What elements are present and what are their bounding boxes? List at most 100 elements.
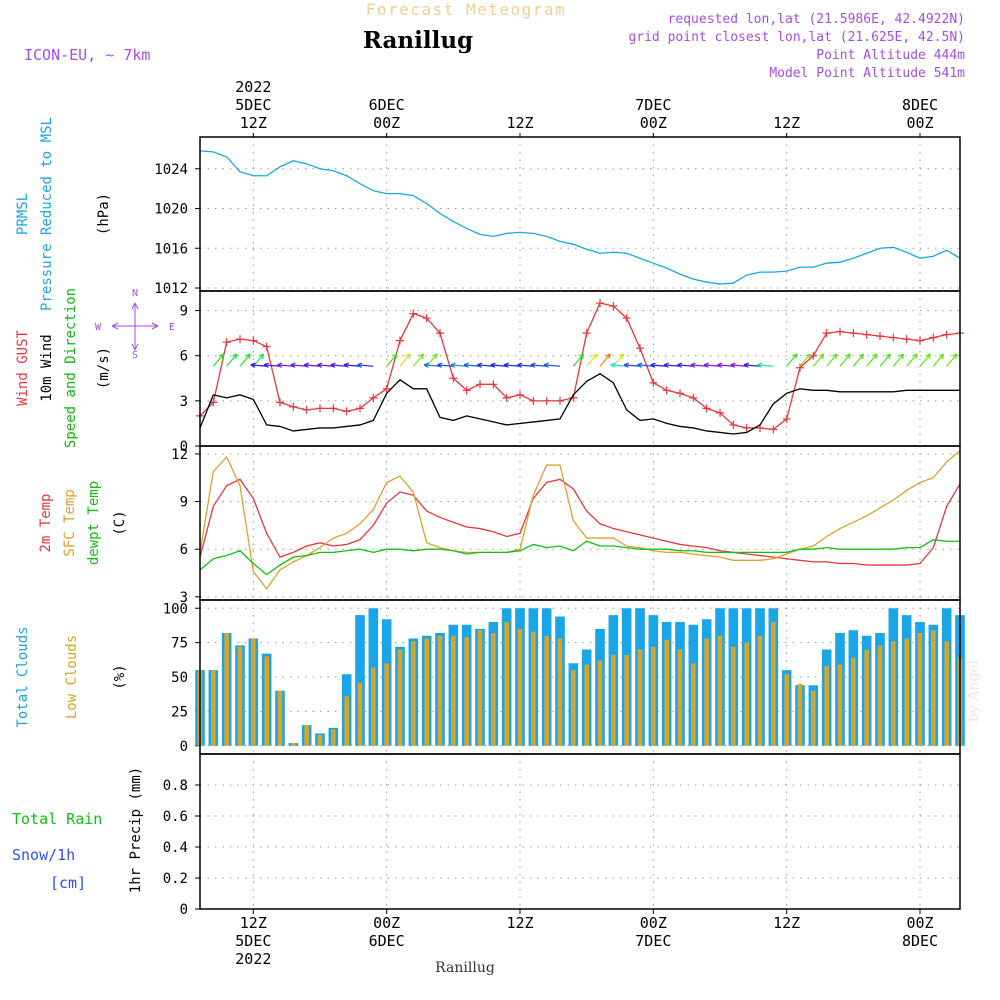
- panel-label: Pressure Reduced to MSL: [39, 117, 55, 311]
- low-cloud-bar: [437, 635, 443, 746]
- low-cloud-bar: [251, 638, 256, 746]
- top-time-label: 6DEC: [369, 96, 405, 114]
- low-cloud-bar: [677, 649, 683, 746]
- low-cloud-bar: [544, 635, 549, 746]
- low-cloud-bar: [717, 635, 723, 746]
- precip-label-snow: Snow/1h: [12, 846, 75, 864]
- low-cloud-bar: [317, 734, 323, 746]
- bottom-time-label: 00Z: [906, 914, 933, 932]
- low-cloud-bar: [811, 690, 816, 746]
- top-title: Forecast Meteogram: [366, 0, 566, 19]
- wind-direction-arrow: [743, 362, 761, 368]
- 2m-temp-line: [199, 478, 961, 566]
- low-cloud-bar: [344, 696, 349, 746]
- gust-marker: [876, 332, 884, 341]
- y-tick-label: 3: [180, 590, 188, 606]
- low-cloud-bar: [784, 674, 789, 746]
- wind-direction-arrow: [586, 353, 598, 367]
- panel-label: SFC Temp: [62, 489, 78, 556]
- dewpt-temp-line: [199, 538, 960, 576]
- wind-panel: 0 3 6 9 Wind GUST 10m Wind Speed and Direction…: [15, 288, 964, 455]
- panel-label: 2m Temp: [38, 493, 54, 552]
- low-cloud-bar: [584, 664, 589, 746]
- y-tick-label: 0: [180, 902, 188, 918]
- wind-compass: W E N S: [95, 288, 175, 361]
- panel-unit: (m/s): [96, 347, 112, 389]
- low-cloud-bar: [651, 646, 656, 746]
- wind-direction-arrow: [343, 362, 361, 368]
- gust-marker: [356, 404, 364, 413]
- gust-marker: [649, 378, 658, 387]
- gust-marker: [769, 425, 778, 434]
- wind-direction-arrow: [386, 353, 398, 367]
- total-cloud-bar: [355, 615, 365, 746]
- wind-direction-arrow: [212, 353, 225, 367]
- gust-marker: [342, 407, 351, 416]
- wind-direction-arrow: [252, 353, 265, 367]
- panel-unit: (hPa): [96, 193, 112, 235]
- panel-label: PRMSL: [15, 193, 31, 235]
- low-cloud-bar: [424, 638, 429, 746]
- gust-marker: [276, 398, 284, 407]
- compass-e: E: [169, 322, 175, 333]
- wind-direction-arrow: [450, 362, 467, 368]
- wind-direction-arrow: [663, 362, 681, 368]
- wind-direction-arrow: [543, 362, 561, 368]
- wind-direction-arrow: [463, 362, 481, 368]
- gust-marker: [382, 384, 391, 393]
- bottom-time-label: 00Z: [373, 914, 400, 932]
- wind-direction-arrow: [303, 362, 321, 368]
- low-cloud-bar: [864, 649, 869, 746]
- low-cloud-bar: [491, 633, 496, 746]
- wind-direction-arrow: [892, 353, 905, 367]
- temp-panel: 3 6 9 12 2m Temp SFC Temp dewpt Temp (C): [38, 445, 961, 606]
- panel-label: Low Clouds: [64, 635, 80, 719]
- low-cloud-bar: [704, 638, 709, 746]
- wind-direction-arrow: [786, 353, 798, 367]
- gust-marker: [529, 396, 538, 405]
- gust-marker: [516, 390, 524, 399]
- low-cloud-bar: [597, 660, 603, 746]
- low-cloud-bar: [664, 639, 669, 746]
- bottom-time-label: 12Z: [240, 914, 267, 932]
- gust-marker: [609, 302, 618, 311]
- precip-label-cm: [cm]: [50, 874, 86, 892]
- wind-direction-arrow: [623, 362, 641, 368]
- gust-marker: [262, 342, 271, 351]
- gust-marker: [409, 309, 418, 318]
- gust-marker: [422, 314, 431, 323]
- low-cloud-bar: [624, 655, 629, 746]
- precip-label-rain: Total Rain: [12, 810, 102, 828]
- gust-marker: [369, 393, 378, 402]
- wind-direction-arrow: [412, 353, 425, 367]
- wind-direction-arrow: [906, 353, 918, 367]
- y-tick-label: 1024: [154, 162, 188, 178]
- wind-direction-arrow: [703, 362, 721, 368]
- gust-marker: [489, 380, 498, 389]
- low-cloud-bar: [397, 649, 403, 746]
- gust-marker: [889, 333, 898, 342]
- compass-arrows: [111, 302, 159, 351]
- wind-direction-arrow: [399, 353, 411, 367]
- panel-label: dewpt Temp: [86, 481, 102, 565]
- gust-marker: [836, 327, 844, 336]
- y-tick-label: 0: [180, 439, 188, 455]
- gust-marker: [929, 333, 938, 342]
- gust-marker: [636, 344, 644, 353]
- footer-station: Ranillug: [435, 960, 495, 976]
- top-time-label: 12Z: [773, 114, 800, 132]
- sfc-temp-line: [199, 450, 961, 590]
- bottom-time-label: 6DEC: [369, 932, 405, 950]
- wind-direction-arrow: [612, 353, 625, 367]
- low-cloud-bar: [291, 743, 296, 746]
- gust-marker: [449, 374, 458, 383]
- wind-direction-arrow: [757, 362, 774, 368]
- low-cloud-bar: [237, 646, 243, 746]
- bottom-time-label: 8DEC: [902, 932, 938, 950]
- low-cloud-bar: [744, 642, 749, 746]
- gust-marker: [916, 336, 924, 345]
- wind-direction-arrow: [730, 362, 747, 368]
- y-tick-label: 25: [171, 704, 188, 720]
- low-cloud-bar: [224, 633, 229, 746]
